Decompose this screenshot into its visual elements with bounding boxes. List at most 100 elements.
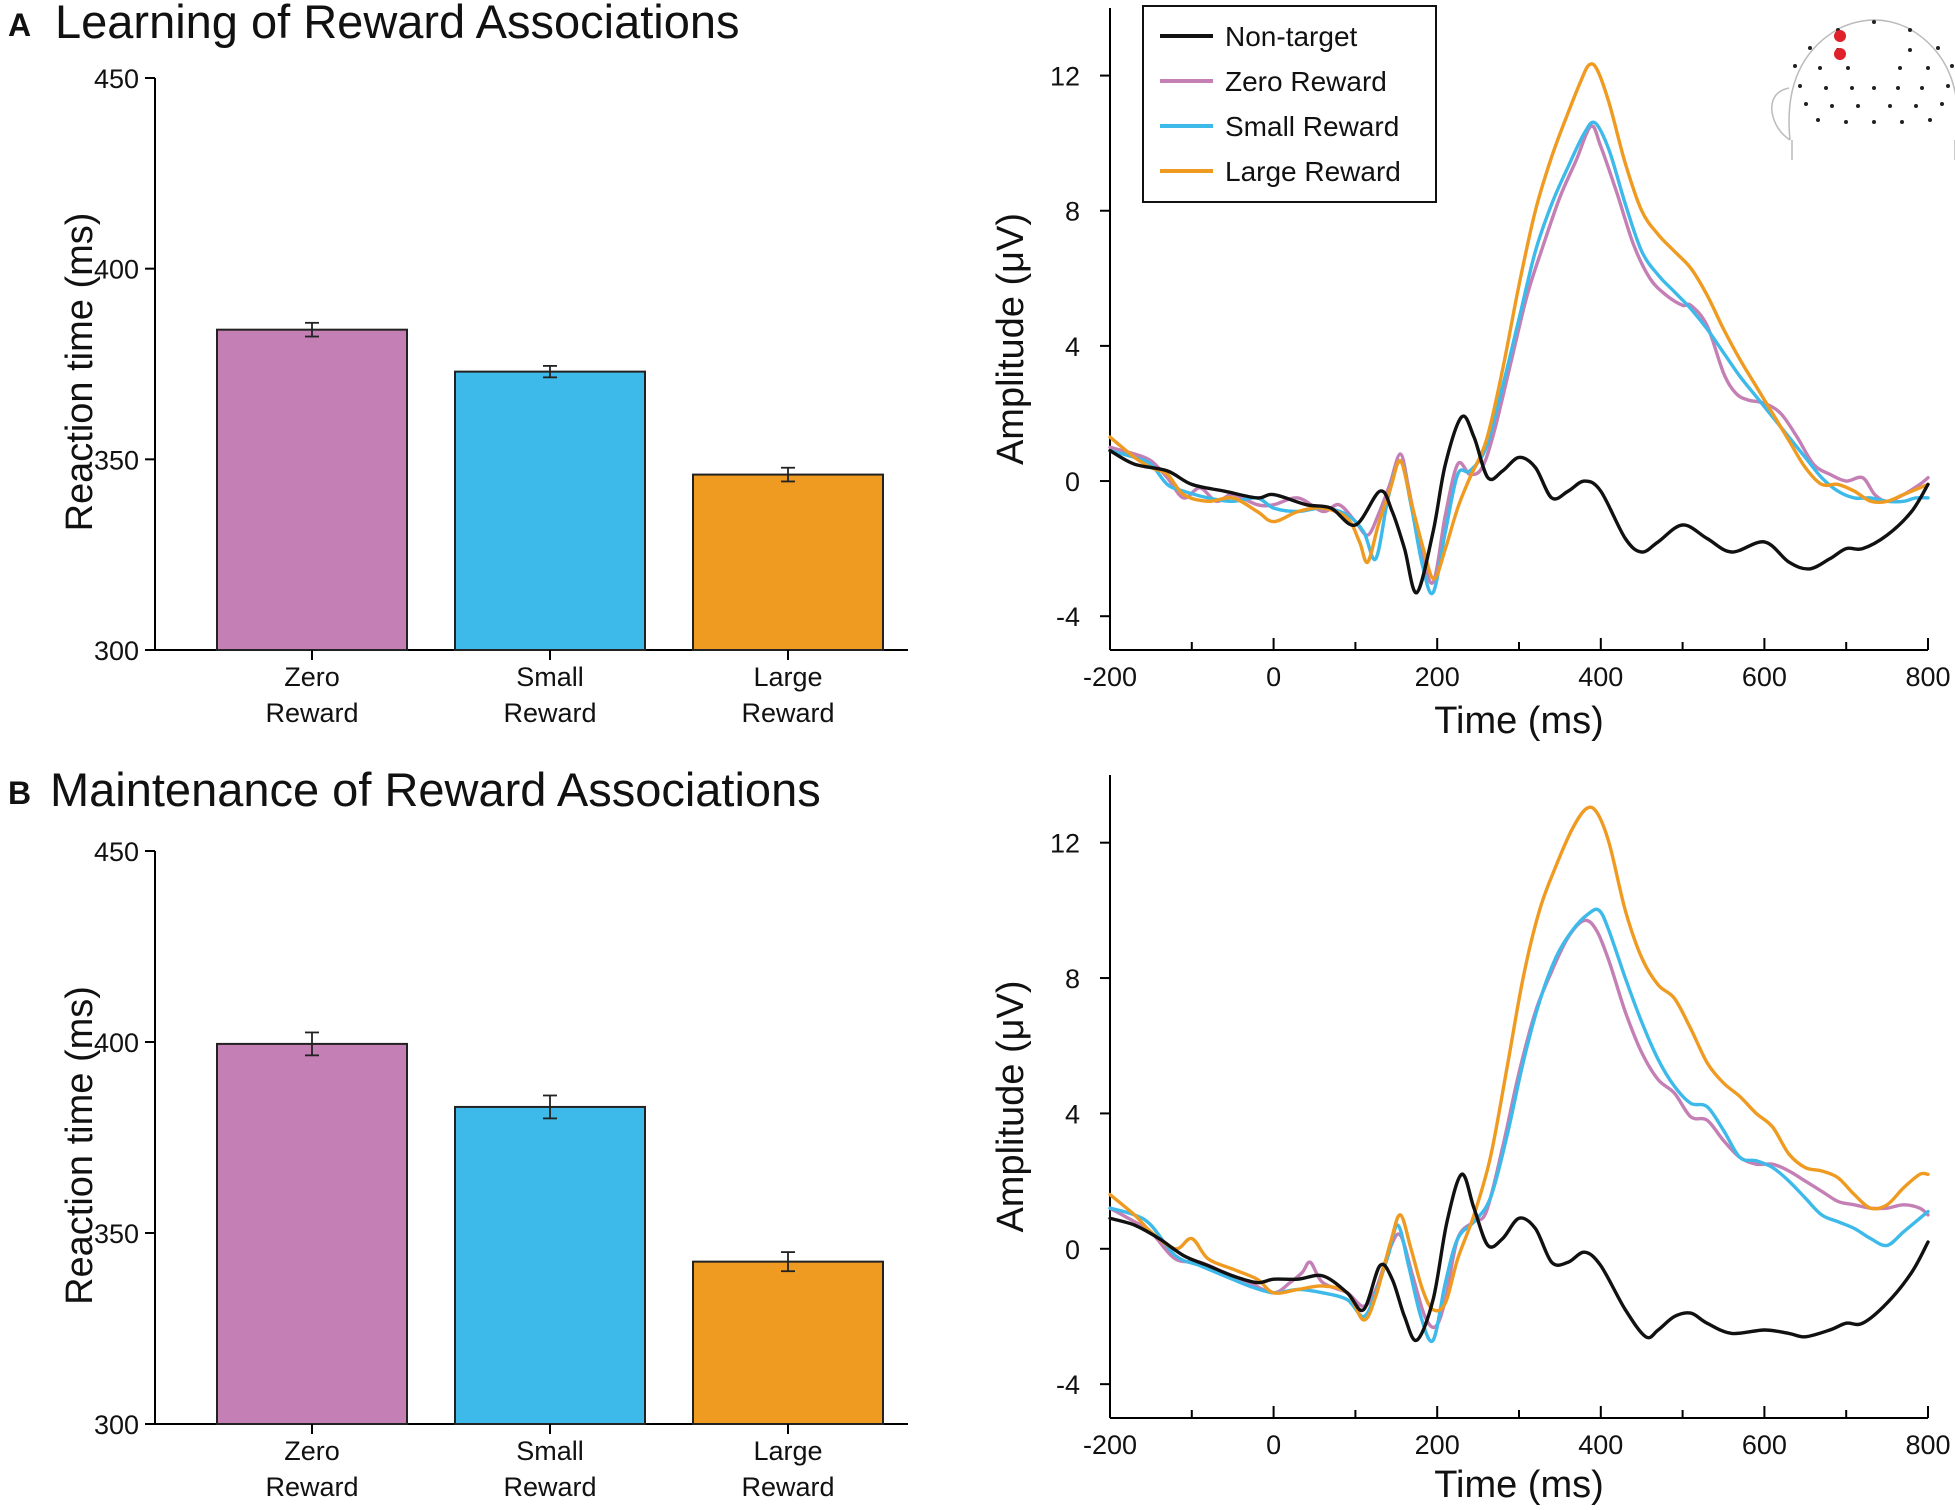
panel-title: Maintenance of Reward Associations [50,763,821,816]
x-tick-label: 800 [1905,1430,1950,1460]
erp-chart-A-erp: -4 0 4 8 12 -200 0 200 400 600 800 Time (ms) Amplitu… [990,5,1955,742]
electrode-dot [1950,64,1954,68]
bar-chart-B-bar: B Maintenance of Reward Associations 300 35… [8,763,908,1502]
x-tick-label: 200 [1415,662,1460,692]
x-axis-title: Time (ms) [1434,1464,1604,1506]
x-axis-title: Time (ms) [1434,700,1604,742]
x-tick-label: 600 [1742,662,1787,692]
y-tick-label: 8 [1065,964,1080,994]
electrode-dot [1900,120,1904,124]
electrode-marked [1834,48,1846,60]
x-tick-label: 600 [1742,1430,1787,1460]
category-label-line1: Small [516,1436,584,1466]
y-axis-title: Reaction time (ms) [59,986,101,1305]
bar-small [454,370,646,651]
legend-label-large: Large Reward [1225,156,1401,187]
y-tick-label: -4 [1056,1370,1080,1400]
y-tick-label: 450 [94,64,139,94]
category-label-line2: Reward [265,698,358,728]
electrode-dot [1816,118,1820,122]
y-tick-label: 4 [1065,332,1080,362]
electrode-dot [1872,86,1876,90]
electrode-dot [1946,84,1950,88]
y-tick-label: 450 [94,837,139,867]
electrode-dot [1908,48,1912,52]
y-tick-label: 0 [1065,467,1080,497]
electrode-dot [1914,104,1918,108]
legend-label-small: Small Reward [1225,111,1399,142]
electrode-dot [1844,120,1848,124]
panel-letter: B [8,775,31,811]
x-tick-label: -200 [1083,1430,1137,1460]
x-tick-label: 0 [1266,1430,1281,1460]
y-tick-label: 0 [1065,1235,1080,1265]
electrode-dot [1908,28,1912,32]
y-axis-title: Amplitude (μV) [990,213,1032,465]
trace-nontarget [1108,1172,1930,1343]
x-tick-label: -200 [1083,662,1137,692]
trace-nontarget [1108,414,1930,595]
electrode-head-diagram [1771,19,1955,160]
x-tick-label: 0 [1266,662,1281,692]
electrode-dot [1896,86,1900,90]
bar-large [692,1260,884,1426]
y-tick-label: 8 [1065,197,1080,227]
electrode-dot [1804,102,1808,106]
trace-large [1108,805,1930,1322]
category-label-line1: Small [516,662,584,692]
electrode-dot [1846,66,1850,70]
electrode-dot [1920,86,1924,90]
electrode-dot [1830,104,1834,108]
legend-label-zero: Zero Reward [1225,66,1387,97]
category-label-line2: Reward [503,698,596,728]
y-tick-label: 12 [1050,62,1080,92]
category-label-line2: Reward [265,1472,358,1502]
category-label-line1: Zero [284,1436,340,1466]
trace-large [1108,62,1930,581]
y-tick-label: 400 [94,255,139,285]
electrode-dot [1824,86,1828,90]
electrode-dot [1808,46,1812,50]
electrode-dot [1793,64,1797,68]
x-tick-label: 200 [1415,1430,1460,1460]
category-label-line2: Reward [503,1472,596,1502]
y-tick-label: 400 [94,1028,139,1058]
category-label-line1: Large [753,1436,822,1466]
bar-zero [216,328,408,651]
y-axis-title: Amplitude (μV) [990,980,1032,1232]
y-tick-label: 300 [94,1410,139,1440]
electrode-dot [1888,104,1892,108]
legend-label-nontarget: Non-target [1225,21,1358,52]
bar-small [454,1105,646,1425]
legend: Non-target Zero Reward Small Reward Large R… [1142,5,1437,203]
y-tick-label: 300 [94,636,139,666]
electrode-marked [1834,30,1846,42]
electrode-dot [1850,86,1854,90]
electrode-dot [1940,102,1944,106]
x-tick-label: 400 [1578,1430,1623,1460]
panel-title: Learning of Reward Associations [55,0,740,48]
bar-large [692,473,884,651]
y-axis-title: Reaction time (ms) [59,213,101,532]
left-ear [1771,87,1791,141]
bar-zero [216,1042,408,1426]
y-tick-label: 350 [94,445,139,475]
trace-small [1108,120,1930,596]
category-label-line2: Reward [741,1472,834,1502]
x-tick-label: 800 [1905,662,1950,692]
category-label-line2: Reward [741,698,834,728]
category-label-line1: Zero [284,662,340,692]
trace-zero [1108,918,1930,1330]
electrode-dot [1872,20,1876,24]
electrode-dot [1818,66,1822,70]
trace-zero [1108,124,1930,585]
electrode-dot [1856,104,1860,108]
y-tick-label: 4 [1065,1099,1080,1129]
electrode-dot [1872,120,1876,124]
electrode-dot [1926,66,1930,70]
y-tick-label: 12 [1050,829,1080,859]
x-tick-label: 400 [1578,662,1623,692]
y-tick-label: -4 [1056,602,1080,632]
